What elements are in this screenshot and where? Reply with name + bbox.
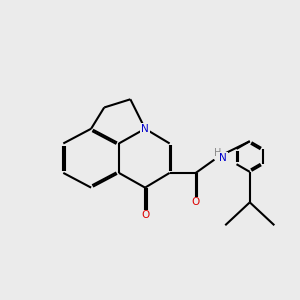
Text: N: N [219,153,227,163]
Text: H: H [214,148,221,158]
Text: O: O [192,197,200,207]
Text: O: O [141,210,149,220]
Text: N: N [141,124,149,134]
